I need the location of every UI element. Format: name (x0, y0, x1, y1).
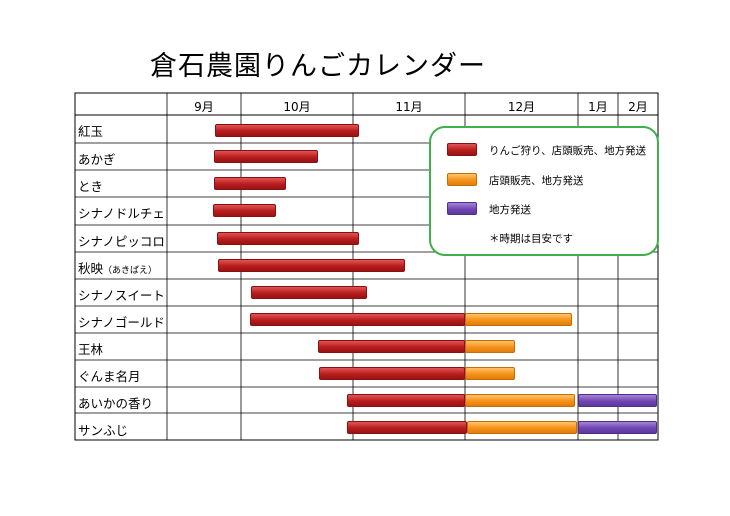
variety-label: ぐんま名月 (78, 369, 141, 384)
legend-label-red: りんご狩り、店頭販売、地方発送 (489, 145, 647, 157)
month-header-feb: 2月 (628, 100, 648, 114)
bar-picking-shinano-gold (250, 313, 465, 326)
bar-picking-toki (214, 177, 286, 190)
bar-shop-shinano-gold (465, 313, 572, 326)
month-header-sep: 9月 (194, 100, 214, 114)
variety-label: 王林 (78, 342, 104, 357)
bar-shop-aika-no-kaori (465, 394, 575, 407)
variety-label: シナノドルチェ (78, 206, 165, 221)
month-header-nov: 11月 (395, 100, 423, 114)
variety-label: サンふじ (78, 423, 129, 438)
legend-swatch-orange (447, 173, 477, 186)
month-header-dec: 12月 (507, 100, 536, 114)
bar-picking-gunma-meigetsu (319, 367, 465, 380)
variety-label: 秋映（あきばえ） (78, 261, 158, 276)
legend-swatch-red (447, 143, 477, 156)
page-title: 倉石農園りんごカレンダー (150, 51, 486, 82)
variety-label: あいかの香り (78, 396, 154, 411)
variety-label: あかぎ (78, 152, 116, 167)
bar-shop-sun-fuji (467, 421, 577, 434)
legend-swatch-purple (447, 202, 477, 215)
bar-picking-aika-no-kaori (347, 394, 465, 407)
legend-label-orange: 店頭販売、地方発送 (489, 175, 584, 187)
bar-picking-akibae (218, 259, 405, 272)
bar-picking-shinano-piccolo (217, 232, 359, 245)
variety-label: シナノゴールド (78, 315, 165, 330)
bar-picking-sun-fuji (347, 421, 467, 434)
variety-reading: （あきばえ） (103, 266, 158, 276)
bar-shop-orin (465, 340, 515, 353)
bar-picking-akagi (214, 150, 318, 163)
bar-picking-kogyoku (215, 124, 359, 137)
month-header-jan: 1月 (588, 100, 608, 114)
bar-shipping-sun-fuji (578, 421, 657, 434)
bar-shop-gunma-meigetsu (465, 367, 515, 380)
legend-box: りんご狩り、店頭販売、地方発送 店頭販売、地方発送 地方発送 ＊時期は目安です (429, 126, 659, 256)
bar-picking-shinano-sweet (251, 286, 367, 299)
month-header-oct: 10月 (283, 100, 311, 114)
variety-label: シナノスイート (78, 288, 165, 303)
bar-picking-shinano-dolce (213, 204, 276, 217)
bar-shipping-aika-no-kaori (578, 394, 657, 407)
variety-label: 紅玉 (78, 124, 104, 139)
variety-label: シナノピッコロ (78, 234, 165, 249)
bar-picking-orin (318, 340, 465, 353)
variety-label: とき (78, 179, 104, 194)
legend-note: ＊時期は目安です (489, 233, 573, 245)
legend-label-purple: 地方発送 (489, 204, 531, 216)
